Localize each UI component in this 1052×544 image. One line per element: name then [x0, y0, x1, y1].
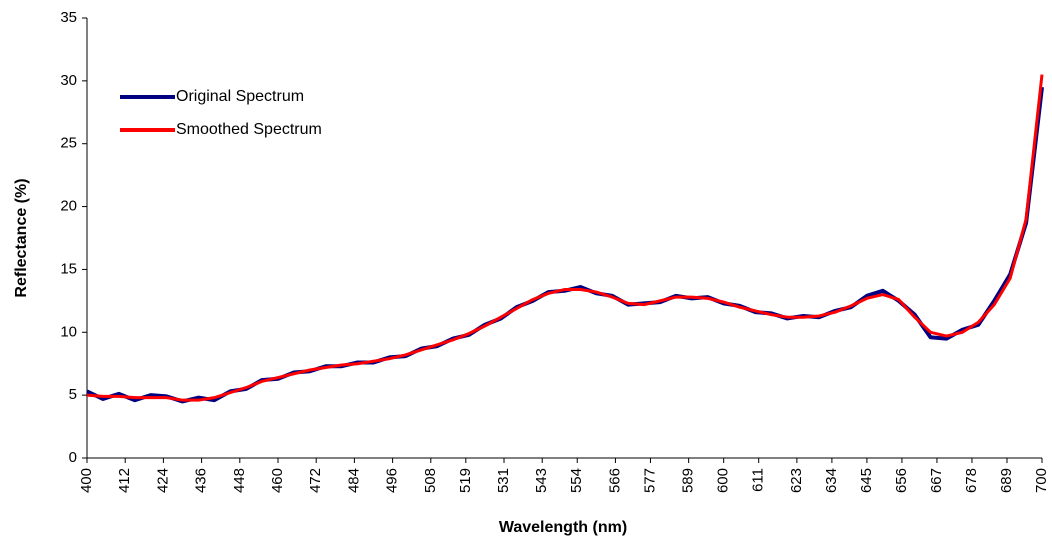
x-tick-label: 689	[998, 468, 1015, 493]
x-tick-label: 645	[858, 468, 875, 493]
y-tick-label: 35	[60, 9, 77, 26]
x-axis-label: Wavelength (nm)	[499, 519, 627, 536]
x-tick-label: 700	[1033, 468, 1050, 493]
x-tick-label: 460	[269, 468, 286, 493]
legend-label: Smoothed Spectrum	[176, 121, 322, 138]
y-tick-label: 30	[60, 72, 77, 89]
y-tick-label: 10	[60, 323, 77, 340]
x-tick-label: 623	[788, 468, 805, 493]
y-tick-label: 25	[60, 135, 77, 152]
x-tick-label: 600	[715, 468, 732, 493]
x-tick-label: 589	[680, 468, 697, 493]
x-tick-label: 496	[384, 468, 401, 493]
x-tick-label: 436	[193, 468, 210, 493]
x-tick-label: 531	[495, 468, 512, 493]
x-tick-label: 543	[533, 468, 550, 493]
y-tick-label: 15	[60, 260, 77, 277]
x-tick-label: 400	[78, 468, 95, 493]
x-tick-label: 508	[422, 468, 439, 493]
x-tick-label: 472	[307, 468, 324, 493]
x-tick-label: 656	[893, 468, 910, 493]
legend-label: Original Spectrum	[176, 88, 304, 105]
series-line	[86, 74, 1044, 402]
x-tick-label: 484	[345, 468, 362, 493]
y-axis-label: Reflectance (%)	[13, 178, 30, 297]
y-tick-label: 20	[60, 198, 77, 215]
y-tick-label: 5	[69, 386, 77, 403]
x-tick-label: 577	[641, 468, 658, 493]
x-tick-label: 424	[154, 468, 171, 493]
x-tick-label: 667	[928, 468, 945, 493]
x-tick-label: 634	[823, 468, 840, 493]
x-tick-label: 519	[457, 468, 474, 493]
x-tick-label: 448	[231, 468, 248, 493]
x-tick-label: 611	[750, 468, 767, 492]
x-tick-label: 678	[963, 468, 980, 493]
x-tick-label: 412	[116, 468, 133, 493]
y-tick-label: 0	[69, 449, 77, 466]
x-tick-label: 566	[606, 468, 623, 493]
x-tick-label: 554	[568, 468, 585, 493]
